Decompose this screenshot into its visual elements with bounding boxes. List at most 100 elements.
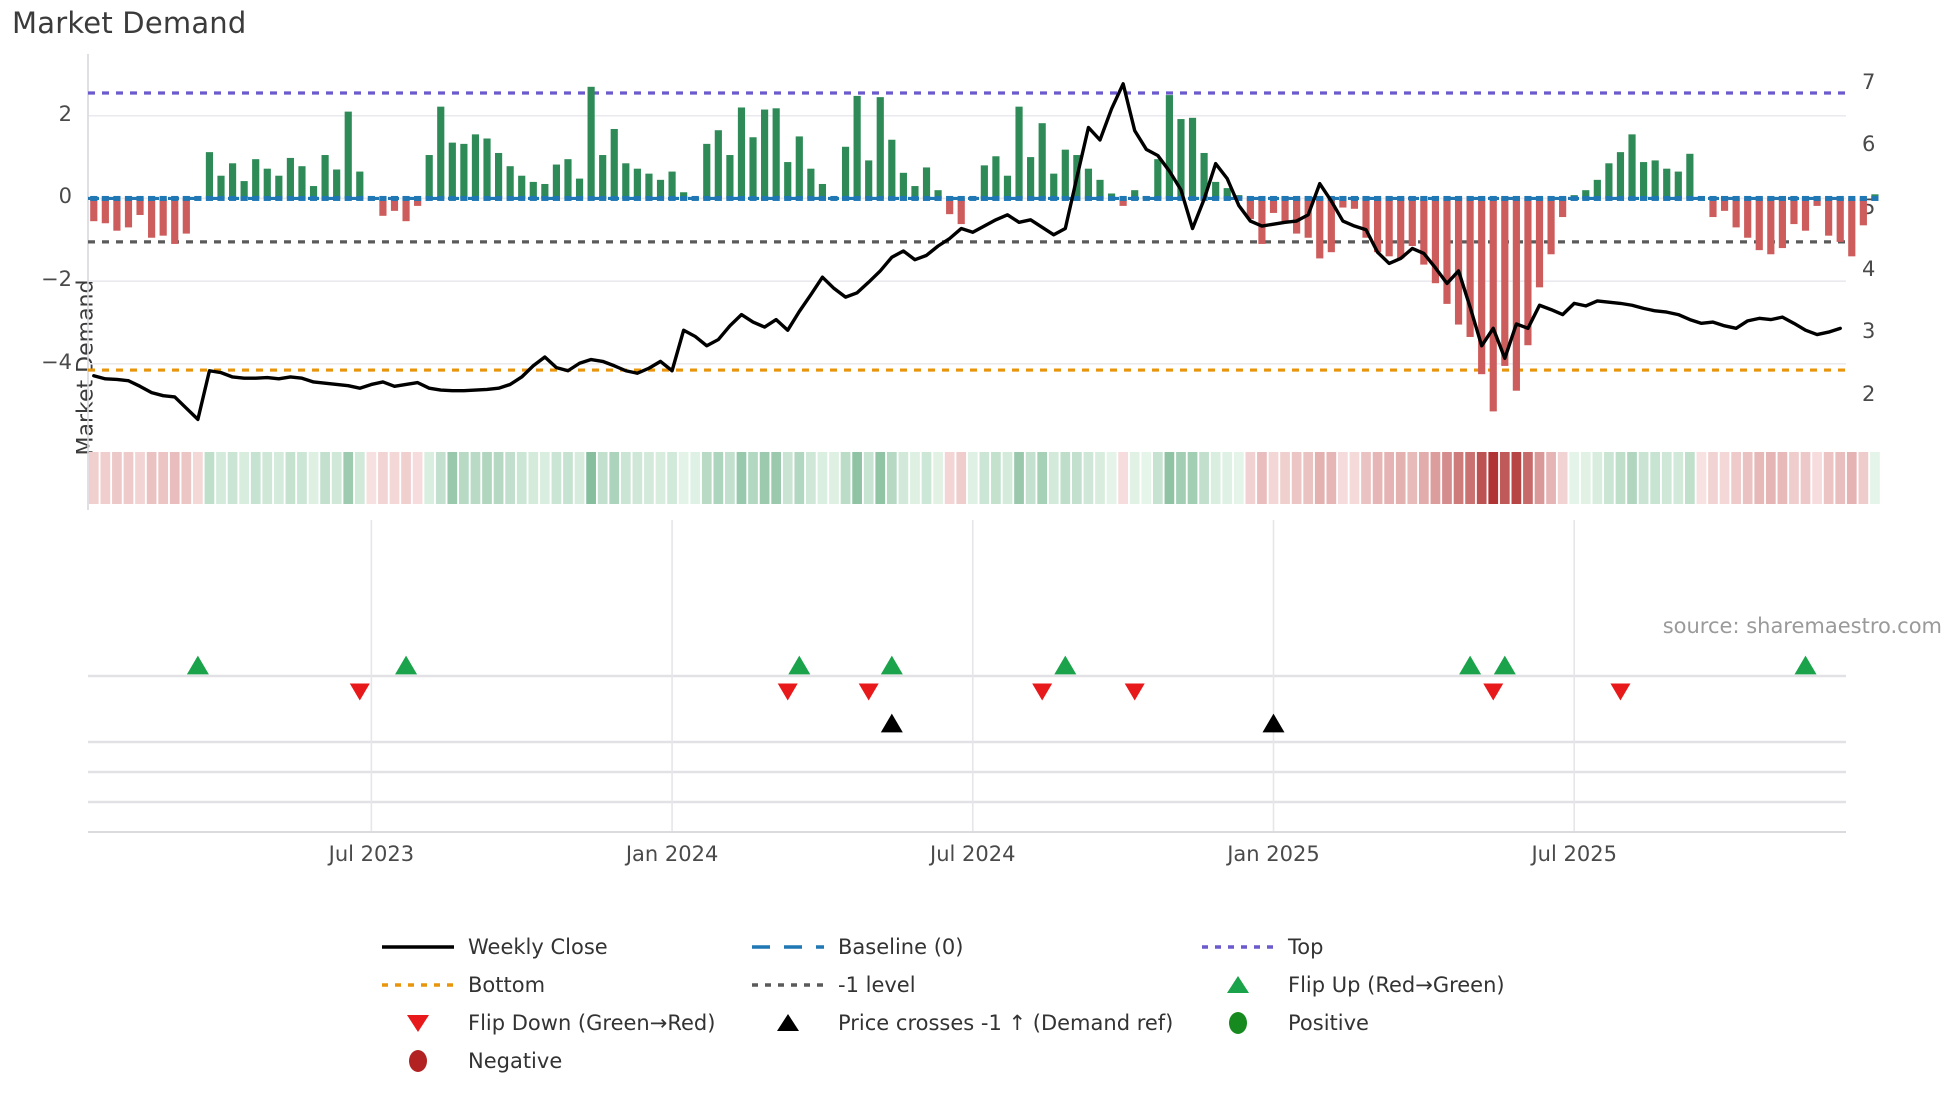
heatmap-cell	[227, 452, 238, 504]
bar-positive	[645, 173, 653, 199]
legend-item-weekly-close[interactable]: Weekly Close	[380, 928, 750, 966]
solid-line-icon	[380, 936, 456, 958]
heatmap-cell	[1719, 452, 1730, 504]
x-tick-jul-2025: Jul 2025	[1531, 842, 1617, 866]
heatmap-cell	[1037, 452, 1048, 504]
bar-positive	[1084, 168, 1093, 199]
legend-label: Negative	[468, 1049, 563, 1073]
y-tick-left: −2	[41, 267, 72, 292]
heatmap-cell	[956, 452, 967, 504]
heatmap-cell	[1754, 452, 1765, 504]
bar-positive	[992, 156, 1000, 199]
bar-positive	[1027, 157, 1035, 199]
heatmap-cell	[1361, 452, 1371, 504]
legend-item-price-crosses[interactable]: Price crosses -1 ↑ (Demand ref)	[750, 1004, 1200, 1042]
bar-negative	[1825, 198, 1833, 236]
bar-negative	[1767, 198, 1775, 255]
heatmap-cell	[1580, 452, 1591, 504]
bar-positive	[795, 136, 803, 199]
bar-positive	[1177, 119, 1185, 199]
heatmap-cell	[1465, 452, 1475, 504]
heatmap-cell	[1812, 452, 1822, 504]
flip-up-marker	[1459, 655, 1482, 675]
heatmap-cell	[991, 452, 1001, 504]
heatmap-cell	[1696, 452, 1707, 504]
heatmap-cell	[193, 452, 203, 504]
weekly-close-line	[92, 82, 1842, 422]
bar-negative	[1478, 198, 1486, 375]
bar-negative	[1443, 198, 1451, 304]
triangle-down-icon	[380, 1012, 456, 1034]
bar-positive	[1003, 175, 1012, 199]
bar-negative	[1327, 198, 1335, 253]
heatmap-cell	[620, 452, 631, 504]
heatmap-cell	[1083, 452, 1094, 504]
heatmap-cell	[1708, 452, 1718, 504]
heatmap-cell	[331, 452, 342, 504]
flip-up-marker	[788, 655, 811, 675]
heatmap-cell	[829, 452, 839, 504]
heatmap-cell	[690, 452, 701, 504]
triangle-up-icon	[750, 1012, 826, 1034]
legend-item-positive[interactable]: Positive	[1200, 1004, 1620, 1042]
bar-negative	[1350, 198, 1359, 209]
heatmap-cell	[1268, 452, 1279, 504]
bar-negative	[1801, 198, 1810, 231]
bar-negative	[1813, 198, 1821, 206]
bar-negative	[402, 198, 410, 222]
heatmap-cell	[1072, 452, 1082, 504]
x-tick-jul-2024: Jul 2024	[930, 842, 1016, 866]
heatmap-cell	[1349, 452, 1360, 504]
legend-label: Baseline (0)	[838, 935, 964, 959]
bar-positive	[286, 157, 294, 199]
bar-positive	[564, 159, 572, 199]
heatmap-cell	[216, 452, 226, 504]
heatmap-cell	[910, 452, 920, 504]
legend-item-baseline[interactable]: Baseline (0)	[750, 928, 1200, 966]
bar-positive	[333, 169, 341, 199]
heatmap-cell	[701, 452, 712, 504]
legend-item-negative[interactable]: Negative	[380, 1042, 750, 1080]
bar-negative	[1848, 198, 1856, 257]
bar-negative	[1385, 198, 1393, 257]
bar-negative	[1512, 198, 1520, 391]
bar-positive	[471, 134, 480, 199]
bar-negative	[390, 198, 399, 211]
legend-item-bottom[interactable]: Bottom	[380, 966, 750, 1004]
heatmap-cell	[528, 452, 539, 504]
y-tick-right: 7	[1862, 69, 1876, 94]
heatmap-cell	[320, 452, 330, 504]
bar-negative	[1778, 198, 1786, 249]
heatmap-cell	[1002, 452, 1013, 504]
bar-positive	[205, 152, 214, 199]
heatmap-cell	[933, 452, 943, 504]
legend-item-top[interactable]: Top	[1200, 928, 1620, 966]
bar-negative	[1420, 198, 1428, 265]
legend-item-flip-up[interactable]: Flip Up (Red→Green)	[1200, 966, 1620, 1004]
heatmap-cell	[493, 452, 504, 504]
heatmap-cell	[1245, 452, 1256, 504]
bar-negative	[946, 198, 954, 215]
flip-up-marker	[1054, 655, 1077, 675]
heatmap-cell	[146, 452, 157, 504]
bar-positive	[1616, 152, 1625, 199]
heatmap-cell	[1673, 452, 1684, 504]
price-cross-marker	[1262, 713, 1285, 733]
bar-positive	[1674, 171, 1682, 199]
heatmap-cell	[169, 452, 180, 504]
legend-item-minus-one-level[interactable]: -1 level	[750, 966, 1200, 1004]
bar-negative	[1859, 198, 1867, 226]
heatmap-cell	[1280, 452, 1290, 504]
heatmap-cell	[748, 452, 758, 504]
legend-item-flip-down[interactable]: Flip Down (Green→Red)	[380, 1004, 750, 1042]
heatmap-cell	[944, 452, 955, 504]
bar-positive	[483, 138, 491, 199]
bar-negative	[1454, 198, 1463, 325]
heatmap-cell	[1499, 452, 1510, 504]
triangle-up-icon	[1200, 974, 1276, 996]
bar-positive	[749, 137, 757, 199]
heatmap-cell	[586, 452, 596, 504]
source-note: source: sharemaestro.com	[1662, 614, 1942, 638]
heatmap-cell	[505, 452, 516, 504]
bar-positive	[587, 86, 595, 199]
